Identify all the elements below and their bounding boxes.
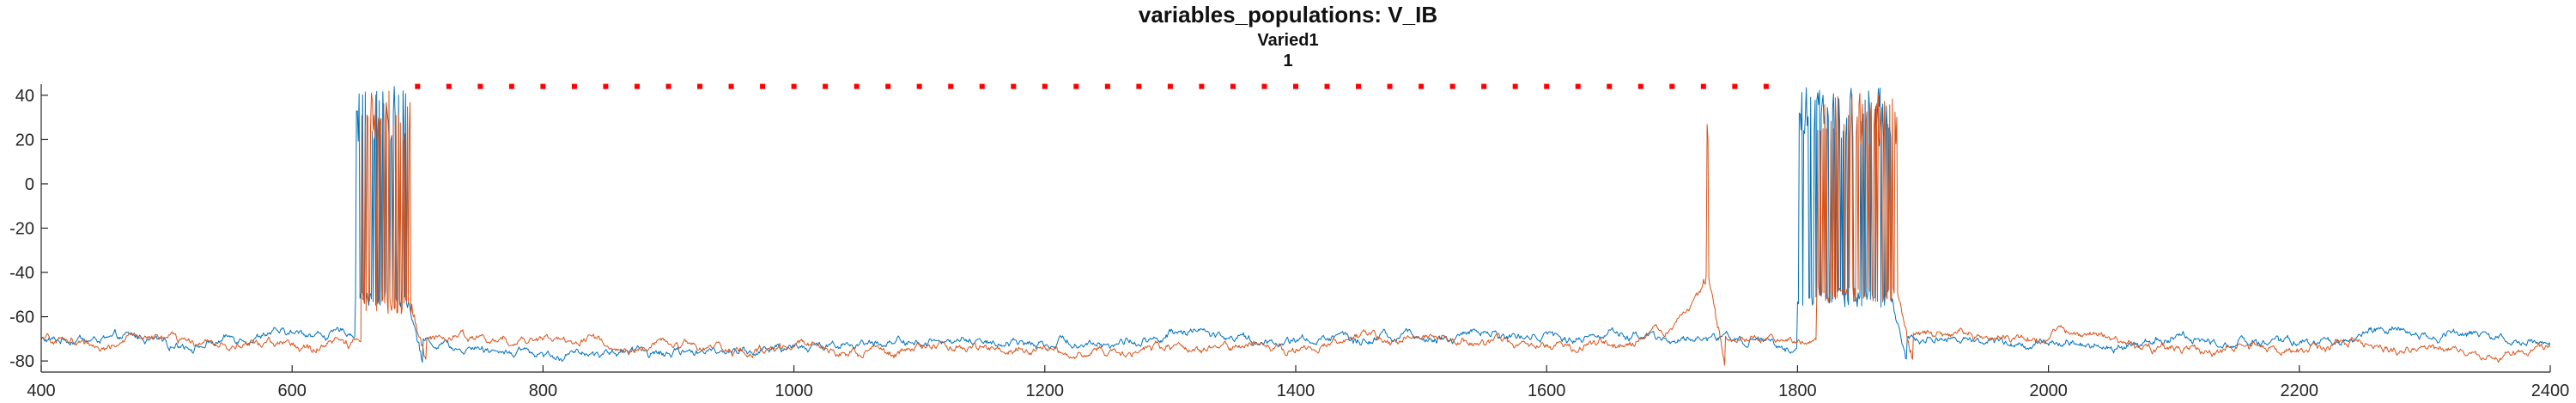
marker-point [1073,83,1079,89]
marker-point [1293,83,1298,89]
y-tick-label: 20 [15,131,34,150]
x-tick-label: 2000 [2029,382,2068,400]
x-tick-label: 600 [278,382,307,400]
marker-point [979,83,985,89]
marker-point [1669,83,1675,89]
y-ticks: 40 20 0 -20 -40 -60 -80 [9,87,48,371]
y-tick-label: -60 [9,308,34,327]
chart-subtitle-2: 1 [1283,52,1292,70]
marker-point [885,83,891,89]
marker-point [948,83,954,89]
marker-point [1732,83,1738,89]
x-tick-label: 800 [529,382,557,400]
y-tick-label: 40 [15,87,34,106]
y-tick-label: 0 [25,175,34,194]
marker-point [697,83,703,89]
marker-point [446,83,452,89]
marker-point [1700,83,1706,89]
marker-point [1607,83,1613,89]
y-tick-label: -20 [9,220,34,239]
plot-area [40,83,2551,366]
marker-point [1136,83,1142,89]
x-tick-label: 1000 [775,382,813,400]
marker-point [823,83,829,89]
marker-point [477,83,483,89]
marker-point [1011,83,1017,89]
marker-point [854,83,860,89]
marker-point [1199,83,1205,89]
marker-point [1481,83,1487,89]
marker-point [508,83,514,89]
marker-point [1356,83,1362,89]
marker-point [728,83,734,89]
marker-point [1512,83,1518,89]
marker-point [1230,83,1236,89]
x-tick-label: 2200 [2281,382,2319,400]
marker-point [1104,83,1110,89]
marker-point [1637,83,1643,89]
marker-point [1324,83,1330,89]
x-tick-label: 400 [27,382,55,400]
chart-subtitle: Varied1 [1257,31,1318,50]
y-tick-label: -80 [9,352,34,371]
y-tick-label: -40 [9,264,34,283]
chart-title: variables_populations: V_IB [1139,2,1437,27]
marker-point [1575,83,1581,89]
x-tick-label: 2400 [2531,382,2570,400]
x-tick-label: 1200 [1026,382,1065,400]
marker-point [916,83,922,89]
marker-point [1167,83,1173,89]
x-ticks: 400 600 800 1000 1200 1400 1600 1800 2000 2200 240… [27,365,2569,400]
marker-point [571,83,577,89]
marker-point [1261,83,1267,89]
marker-point [1763,83,1769,89]
series-line-1 [40,86,2551,363]
marker-point [540,83,546,89]
marker-point [1042,83,1048,89]
axes: 400 600 800 1000 1200 1400 1600 1800 2000 2200 240… [9,84,2569,400]
marker-point [791,83,797,89]
marker-point [1387,83,1393,89]
x-tick-label: 1600 [1528,382,1566,400]
marker-point [1449,83,1455,89]
marker-point [603,83,609,89]
marker-point [665,83,671,89]
marker-point [1419,83,1425,89]
marker-point [634,83,640,89]
series-line-2 [40,90,2551,366]
marker-point [1544,83,1550,89]
x-tick-label: 1400 [1277,382,1315,400]
x-tick-label: 1800 [1778,382,1817,400]
marker-point [760,83,766,89]
marker-point [415,83,421,89]
